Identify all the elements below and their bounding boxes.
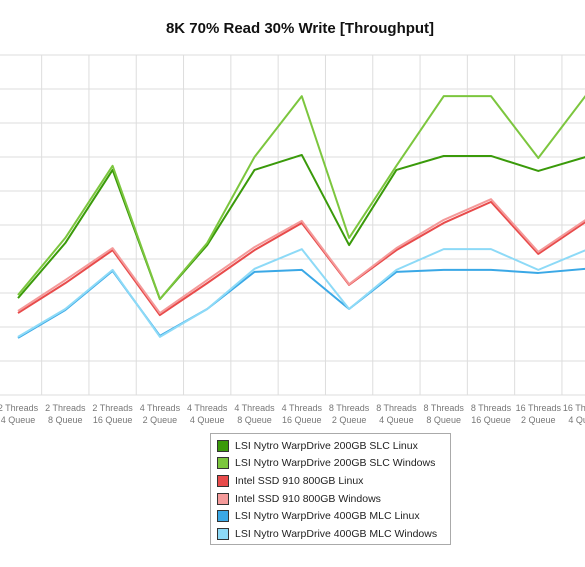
legend-item: LSI Nytro WarpDrive 400GB MLC Windows bbox=[217, 525, 450, 543]
x-tick-label: 16 Threads 4 Queue bbox=[562, 403, 585, 425]
legend-label: Intel SSD 910 800GB Linux bbox=[235, 474, 364, 487]
legend-swatch bbox=[217, 510, 229, 523]
x-tick-label: 2 Threads 16 Queue bbox=[92, 403, 133, 425]
line bbox=[17, 267, 585, 339]
legend-label: LSI Nytro WarpDrive 200GB SLC Windows bbox=[235, 457, 436, 470]
legend-swatch bbox=[217, 457, 229, 470]
x-tick-label: 4 Threads 2 Queue bbox=[139, 403, 181, 425]
chart-title: 8K 70% Read 30% Write [Throughput] bbox=[166, 20, 434, 37]
legend-label: LSI Nytro WarpDrive 200GB SLC Linux bbox=[235, 439, 418, 452]
legend-item: LSI Nytro WarpDrive 200GB SLC Linux bbox=[217, 437, 450, 455]
legend: LSI Nytro WarpDrive 200GB SLC Linux LSI N… bbox=[210, 433, 451, 545]
legend-swatch bbox=[217, 492, 229, 505]
legend-swatch bbox=[217, 439, 229, 452]
x-tick-label: 8 Threads 8 Queue bbox=[423, 403, 464, 425]
legend-item: LSI Nytro WarpDrive 200GB SLC Windows bbox=[217, 455, 450, 473]
line bbox=[17, 95, 585, 301]
legend-item: LSI Nytro WarpDrive 400GB MLC Linux bbox=[217, 507, 450, 525]
legend-item: Intel SSD 910 800GB Windows bbox=[217, 490, 450, 508]
line bbox=[17, 248, 585, 338]
x-tick-label: 2 Threads 4 Queue bbox=[0, 403, 39, 425]
x-tick-label: 8 Threads 4 Queue bbox=[376, 403, 417, 425]
legend-swatch bbox=[217, 474, 229, 487]
line bbox=[17, 200, 585, 317]
legend-label: Intel SSD 910 800GB Windows bbox=[235, 492, 381, 505]
x-tick-label: 4 Threads 16 Queue bbox=[281, 403, 322, 425]
x-tick-label: 8 Threads 16 Queue bbox=[470, 403, 512, 425]
line bbox=[17, 198, 585, 315]
legend-item: Intel SSD 910 800GB Linux bbox=[217, 472, 450, 490]
x-tick-label: 8 Threads 2 Queue bbox=[328, 403, 370, 425]
legend-swatch bbox=[217, 527, 229, 540]
x-tick-label: 4 Threads 8 Queue bbox=[234, 403, 275, 425]
legend-label: LSI Nytro WarpDrive 400GB MLC Windows bbox=[235, 527, 438, 540]
x-tick-label: 16 Threads 2 Queue bbox=[515, 403, 561, 425]
legend-label: LSI Nytro WarpDrive 400GB MLC Linux bbox=[235, 510, 420, 523]
x-tick-label: 2 Threads 8 Queue bbox=[45, 403, 86, 425]
x-tick-label: 4 Threads 4 Queue bbox=[187, 403, 228, 425]
line bbox=[17, 153, 585, 301]
